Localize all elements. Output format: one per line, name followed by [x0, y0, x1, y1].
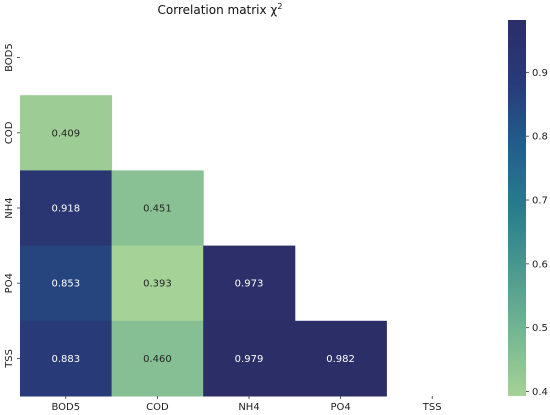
- cell-value-label: 0.979: [235, 354, 264, 365]
- colorbar-tick-label: 0.8: [532, 132, 548, 143]
- y-tick-label: NH4: [4, 197, 15, 218]
- x-axis: BOD5 COD NH4 PO4 TSS: [51, 396, 442, 413]
- heatmap-cell: [294, 320, 387, 397]
- cell-value-label: 0.393: [143, 279, 172, 290]
- heatmap-cells: 0.409 0.918 0.451 0.853 0.393 0.973 0.883 0.460…: [20, 95, 387, 397]
- heatmap-cell: [20, 320, 113, 397]
- heatmap-cell: [111, 245, 204, 322]
- cell-value-label: 0.853: [51, 279, 80, 290]
- cell-value-label: 0.409: [51, 128, 80, 139]
- colorbar-tick-label: 0.4: [532, 387, 548, 398]
- y-tick-label: PO4: [4, 273, 15, 293]
- colorbar-tick-label: 0.7: [532, 196, 548, 207]
- cell-value-label: 0.982: [326, 354, 355, 365]
- y-tick-label: BOD5: [4, 43, 15, 72]
- cell-value-label: 0.451: [143, 204, 172, 215]
- x-tick-label: BOD5: [51, 402, 80, 413]
- chart-title-text: Correlation matrix χ: [158, 3, 278, 17]
- x-tick-label: PO4: [330, 402, 350, 413]
- heatmap-cell: [111, 170, 204, 247]
- cell-value-label: 0.883: [51, 354, 80, 365]
- colorbar-tick-label: 0.9: [532, 68, 548, 79]
- colorbar-gradient: [508, 20, 526, 396]
- colorbar-tick-label: 0.5: [532, 323, 548, 334]
- cell-value-label: 0.460: [143, 354, 172, 365]
- chart-title: Correlation matrix χ2: [158, 2, 283, 17]
- heatmap-cell: [20, 95, 113, 171]
- heatmap-cell: [203, 320, 296, 397]
- cell-value-label: 0.973: [235, 279, 264, 290]
- colorbar-tick-label: 0.6: [532, 259, 548, 270]
- chart-title-superscript: 2: [277, 2, 282, 11]
- cell-value-label: 0.918: [51, 204, 80, 215]
- colorbar: 0.4 0.5 0.6 0.7 0.8 0.9: [508, 20, 548, 398]
- heatmap-cell: [20, 170, 113, 247]
- heatmap-cell: [20, 245, 113, 322]
- y-axis: BOD5 COD NH4 PO4 TSS: [4, 43, 20, 369]
- heatmap-cell: [111, 320, 204, 397]
- x-tick-label: NH4: [238, 402, 259, 413]
- x-tick-label: TSS: [422, 402, 442, 413]
- x-tick-label: COD: [146, 402, 169, 413]
- y-tick-label: TSS: [4, 349, 15, 369]
- y-tick-label: COD: [4, 121, 15, 144]
- heatmap-cell: [203, 245, 296, 322]
